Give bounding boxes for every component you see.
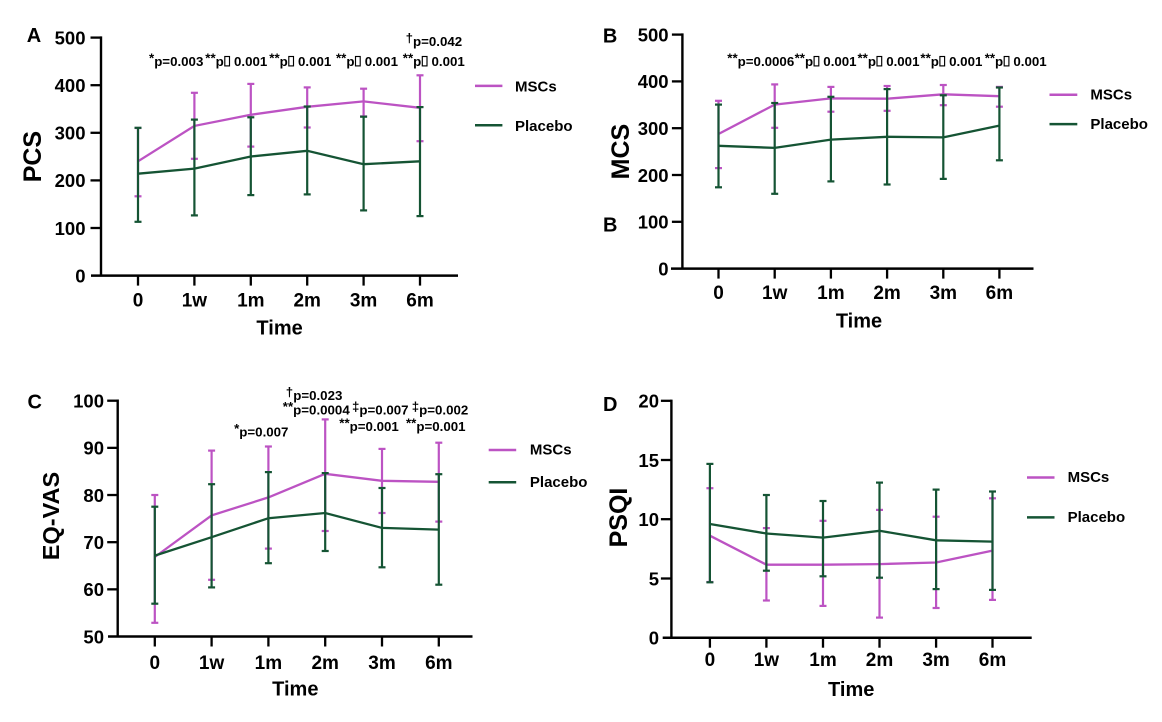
svg-text:Time: Time [256,318,302,340]
svg-text:0: 0 [133,290,144,311]
svg-text:**p=0.001: **p=0.001 [339,415,399,434]
svg-text:6m: 6m [979,650,1006,671]
svg-text:80: 80 [83,485,104,506]
svg-text:MSCs: MSCs [515,79,557,96]
svg-text:0.001: 0.001 [298,54,332,69]
svg-text:Placebo: Placebo [515,118,573,135]
svg-text:0.001: 0.001 [886,54,920,69]
svg-text:3m: 3m [922,650,949,671]
svg-text:1w: 1w [199,653,225,674]
svg-text:**p: **p [985,51,1003,70]
svg-text:MSCs: MSCs [1068,469,1110,486]
svg-text:**p: **p [920,51,938,70]
svg-text:**p=0.0004: **p=0.0004 [283,399,351,418]
svg-text:10: 10 [638,509,659,530]
svg-text:*p=0.007: *p=0.007 [234,421,288,440]
svg-text:Time: Time [828,679,874,701]
svg-text:100: 100 [73,391,104,412]
svg-text:3m: 3m [350,290,377,311]
svg-text:2m: 2m [873,283,900,304]
svg-text:50: 50 [83,626,104,647]
svg-text:2m: 2m [311,653,338,674]
svg-text:B: B [603,215,617,237]
svg-text:400: 400 [638,71,669,92]
svg-text:300: 300 [638,118,669,139]
svg-text:1m: 1m [255,653,282,674]
svg-text:3m: 3m [930,283,957,304]
svg-text:EQ-VAS: EQ-VAS [38,472,64,560]
svg-text:0: 0 [649,628,659,649]
svg-text:0: 0 [705,650,716,671]
svg-text:**p: **p [336,51,354,70]
svg-text:D: D [603,394,617,416]
svg-text:MSCs: MSCs [1090,86,1132,103]
svg-text:3m: 3m [368,653,395,674]
svg-text:†p=0.023: †p=0.023 [286,385,343,404]
svg-text:20: 20 [638,391,659,412]
svg-text:MSCs: MSCs [530,442,572,459]
svg-text:‡p=0.002: ‡p=0.002 [412,399,469,418]
svg-text:100: 100 [638,212,669,233]
svg-text:1w: 1w [754,650,780,671]
svg-text:Placebo: Placebo [530,474,588,491]
svg-text:0.001: 0.001 [949,54,983,69]
svg-text:6m: 6m [986,283,1013,304]
svg-text:‡p=0.007: ‡p=0.007 [352,399,409,418]
svg-text:**p: **p [403,51,421,70]
svg-text:*p=0.003: *p=0.003 [149,51,203,70]
svg-text:0: 0 [658,258,668,279]
svg-text:B: B [603,26,617,48]
svg-text:**p: **p [205,51,223,70]
svg-text:1m: 1m [809,650,836,671]
svg-text:**p: **p [858,51,876,70]
svg-text:0.001: 0.001 [234,54,268,69]
svg-text:60: 60 [83,579,104,600]
svg-text:70: 70 [83,532,104,553]
svg-text:Time: Time [836,311,882,333]
svg-text:200: 200 [55,170,86,191]
svg-text:**p=0.001: **p=0.001 [406,415,466,434]
svg-text:0: 0 [713,283,724,304]
svg-text:100: 100 [55,218,86,239]
svg-text:0.001: 0.001 [1013,54,1047,69]
svg-text:Placebo: Placebo [1090,116,1148,133]
svg-text:1m: 1m [237,290,264,311]
svg-text:0.001: 0.001 [823,54,857,69]
svg-text:MCS: MCS [607,124,635,180]
svg-text:500: 500 [55,27,86,48]
svg-text:**p: **p [795,51,813,70]
svg-text:200: 200 [638,165,669,186]
svg-text:6m: 6m [406,290,433,311]
svg-text:PCS: PCS [19,131,47,182]
svg-text:C: C [28,392,42,414]
svg-text:A: A [27,25,41,47]
svg-text:2m: 2m [293,290,320,311]
svg-text:†p=0.042: †p=0.042 [406,31,463,50]
svg-text:0: 0 [75,265,85,286]
svg-text:Placebo: Placebo [1068,509,1126,526]
svg-text:1m: 1m [817,283,844,304]
svg-text:**p=0.0006: **p=0.0006 [727,51,794,70]
svg-text:2m: 2m [866,650,893,671]
svg-text:0.001: 0.001 [365,54,399,69]
svg-text:6m: 6m [425,653,452,674]
svg-text:90: 90 [83,438,104,459]
svg-text:Time: Time [272,679,318,701]
svg-text:1w: 1w [762,283,788,304]
svg-text:PSQI: PSQI [605,488,633,548]
svg-text:5: 5 [649,568,659,589]
svg-text:300: 300 [55,123,86,144]
svg-text:0: 0 [150,653,161,674]
svg-text:400: 400 [55,75,86,96]
svg-text:1w: 1w [182,290,208,311]
svg-text:15: 15 [638,450,659,471]
svg-text:**p: **p [269,51,287,70]
svg-text:500: 500 [638,24,669,45]
svg-text:0.001: 0.001 [432,54,466,69]
